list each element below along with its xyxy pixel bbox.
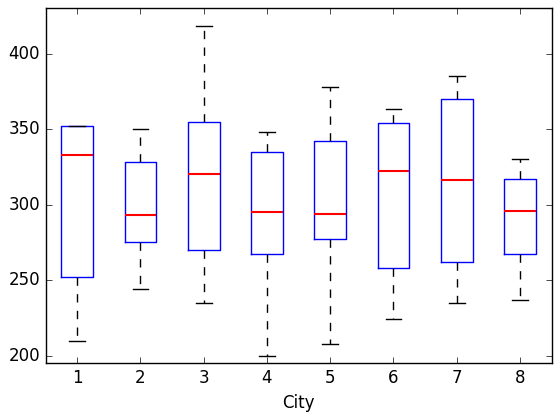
- X-axis label: City: City: [282, 394, 315, 412]
